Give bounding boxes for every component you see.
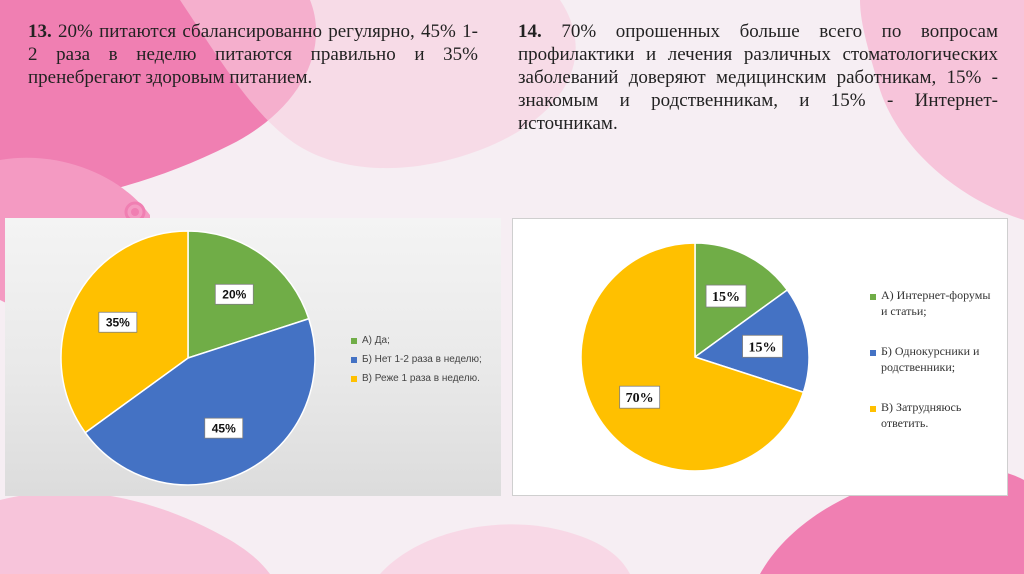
- pink-blob-right: [860, 0, 1024, 220]
- pie2-legend-swatch-1: [870, 350, 876, 356]
- pie2-legend-label-0-line-0: А) Интернет-форумы: [881, 288, 990, 302]
- paragraph-14-text: 70% опрошенных больше всего по вопросам …: [518, 21, 998, 134]
- pie1-legend-label-2: В) Реже 1 раза в неделю.: [362, 373, 480, 384]
- pie1-label-box-1: [204, 417, 244, 439]
- pie1-data-label-1: 45%: [212, 421, 236, 435]
- chart-panel-13: 20% 45% 35% А) Да; Б) Нет 1-2 раза в неделю;…: [5, 218, 501, 496]
- pie2-legend-label-1-line-0: Б) Однокурсники и: [881, 344, 980, 358]
- paragraph-14: 14. 70% опрошенных больше всего по вопро…: [518, 20, 998, 135]
- paragraph-14-number: 14.: [518, 21, 542, 42]
- pink-blob-soft: [180, 0, 576, 169]
- pie-chart-13: 20% 45% 35% А) Да; Б) Нет 1-2 раза в неделю;…: [60, 230, 482, 486]
- pie1-data-label-2: 35%: [106, 316, 130, 330]
- pie2-legend-swatch-2: [870, 406, 876, 412]
- pink-blob-bottom-mid: [380, 524, 630, 574]
- pie2-label-box-2: [619, 385, 661, 409]
- pink-dot-decoration: [131, 208, 139, 216]
- pie2-data-label-2: 70%: [626, 391, 654, 406]
- pie2-legend-label-1-line-1: родственники;: [881, 360, 955, 374]
- pie2-legend-label-2-line-1: ответить.: [881, 416, 928, 430]
- chart-panel-14: 15% 15% 70% А) Интернет-форумы и статьи; Б) О…: [512, 218, 1008, 496]
- pie2-legend-label-0-line-1: и статьи;: [881, 304, 927, 318]
- pie-chart-14: 15% 15% 70% А) Интернет-форумы и статьи; Б) О…: [580, 242, 990, 472]
- pie1-data-label-0: 20%: [222, 288, 246, 302]
- pie1-legend-label-0: А) Да;: [362, 335, 390, 346]
- pie1-legend-label-1: Б) Нет 1-2 раза в неделю;: [362, 354, 482, 365]
- pie2-data-label-0: 15%: [712, 290, 740, 305]
- pie1-legend-swatch-0: [351, 338, 357, 344]
- pie1-label-box-2: [98, 311, 138, 333]
- pie1-label-box-0: [214, 283, 254, 305]
- pie2-legend-swatch-0: [870, 294, 876, 300]
- pie1-slice-1: [84, 317, 316, 486]
- paragraph-13-number: 13.: [28, 21, 52, 42]
- pink-blob-bottom-left: [0, 492, 270, 574]
- paragraph-13-text: 20% питаются сбалансированно регулярно, …: [28, 21, 478, 88]
- pie2-slice-2: [580, 242, 805, 472]
- pie2-label-box-0: [705, 284, 747, 308]
- pie2-legend-label-2-line-0: В) Затрудняюсь: [881, 400, 962, 414]
- pie2-data-label-1: 15%: [749, 340, 777, 355]
- paragraph-13: 13. 20% питаются сбалансированно регуляр…: [28, 20, 478, 89]
- pie1-legend-swatch-2: [351, 376, 357, 382]
- pie2-label-box-1: [742, 334, 783, 358]
- pie1-legend-swatch-1: [351, 357, 357, 363]
